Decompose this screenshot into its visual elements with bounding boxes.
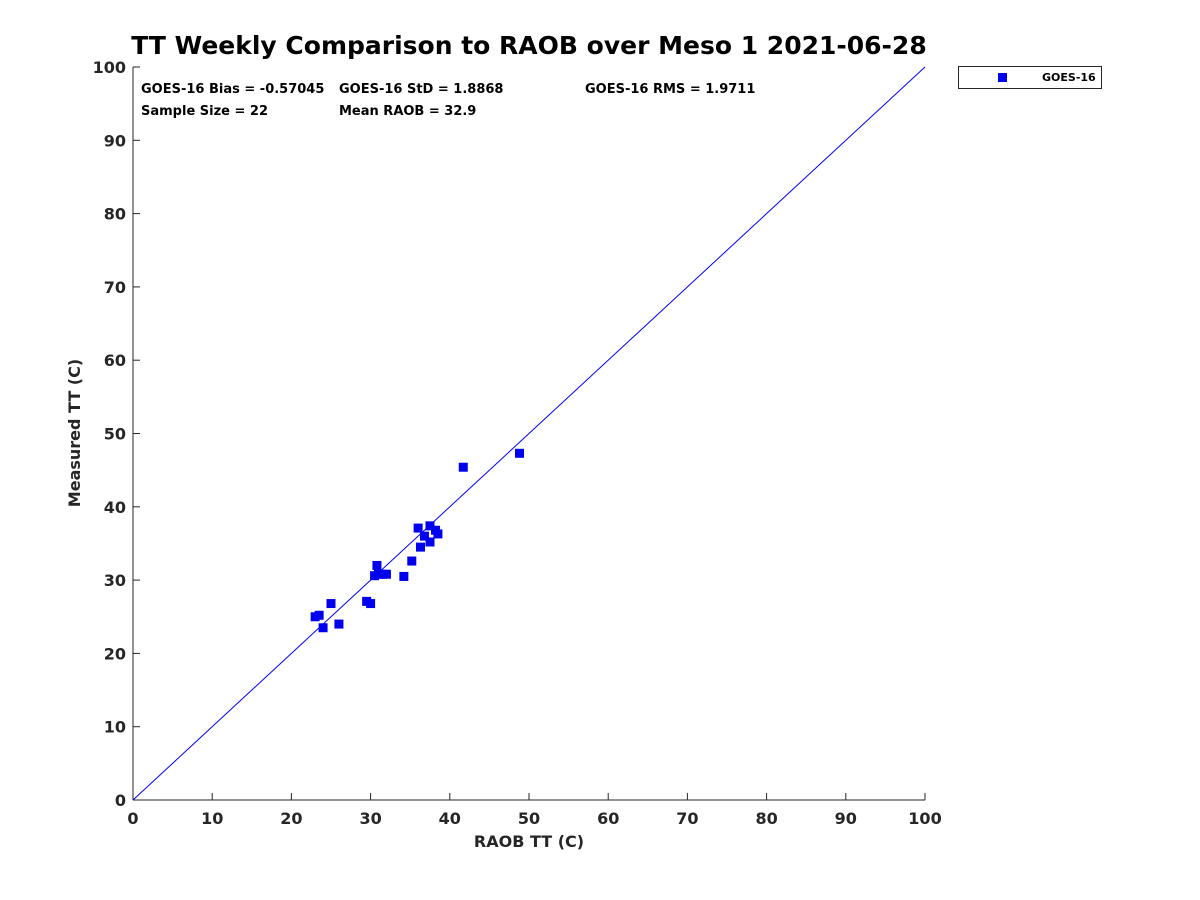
y-tick-label: 40 — [104, 498, 126, 517]
y-tick-label: 70 — [104, 278, 126, 297]
data-point — [413, 523, 423, 533]
x-tick-label: 50 — [518, 809, 540, 828]
data-point — [334, 619, 344, 629]
data-point — [419, 531, 429, 541]
data-point — [425, 521, 435, 531]
data-point — [399, 571, 409, 581]
y-tick-label: 100 — [93, 58, 126, 77]
x-tick-label: 100 — [908, 809, 941, 828]
x-tick-label: 60 — [597, 809, 619, 828]
x-axis-label: RAOB TT (C) — [474, 832, 584, 851]
data-point — [425, 537, 435, 547]
stat-rms: GOES-16 RMS = 1.9711 — [585, 82, 755, 97]
x-tick-label: 80 — [755, 809, 777, 828]
y-tick-label: 90 — [104, 131, 126, 150]
y-tick-label: 30 — [104, 571, 126, 590]
stat-bias: GOES-16 Bias = -0.57045 — [141, 82, 324, 97]
data-point — [407, 556, 417, 566]
y-axis-label: Measured TT (C) — [65, 359, 84, 507]
x-tick-label: 10 — [201, 809, 223, 828]
y-tick-label: 0 — [115, 791, 126, 810]
stat-mean-raob: Mean RAOB = 32.9 — [339, 104, 476, 119]
x-tick-label: 0 — [127, 809, 138, 828]
legend-label: GOES-16 — [1042, 71, 1096, 84]
x-tick-label: 40 — [439, 809, 461, 828]
data-point — [415, 542, 425, 552]
y-tick-label: 10 — [104, 718, 126, 737]
y-tick-label: 20 — [104, 644, 126, 663]
data-point — [381, 569, 391, 579]
y-tick-label: 60 — [104, 351, 126, 370]
stat-std: GOES-16 StD = 1.8868 — [339, 82, 503, 97]
y-tick-label: 80 — [104, 205, 126, 224]
data-point — [366, 599, 376, 609]
stat-sample-size: Sample Size = 22 — [141, 104, 268, 119]
x-tick-label: 30 — [359, 809, 381, 828]
chart-title: TT Weekly Comparison to RAOB over Meso 1… — [131, 31, 926, 60]
data-point — [458, 462, 468, 472]
x-tick-label: 90 — [835, 809, 857, 828]
legend-box — [958, 66, 1102, 89]
data-point — [326, 599, 336, 609]
data-point — [372, 560, 382, 570]
x-tick-label: 20 — [280, 809, 302, 828]
legend-marker — [998, 73, 1007, 82]
one-to-one-line — [132, 66, 926, 801]
data-point — [433, 529, 443, 539]
data-point — [318, 623, 328, 633]
plot-area: 0 10 20 30 40 50 60 70 80 90 100 0 10 20 30 40 50 60 70 80 9… — [93, 58, 942, 828]
legend: GOES-16 — [958, 66, 1102, 89]
y-tick-label: 50 — [104, 425, 126, 444]
x-tick-label: 70 — [676, 809, 698, 828]
data-point — [314, 610, 324, 620]
data-point — [514, 448, 524, 458]
